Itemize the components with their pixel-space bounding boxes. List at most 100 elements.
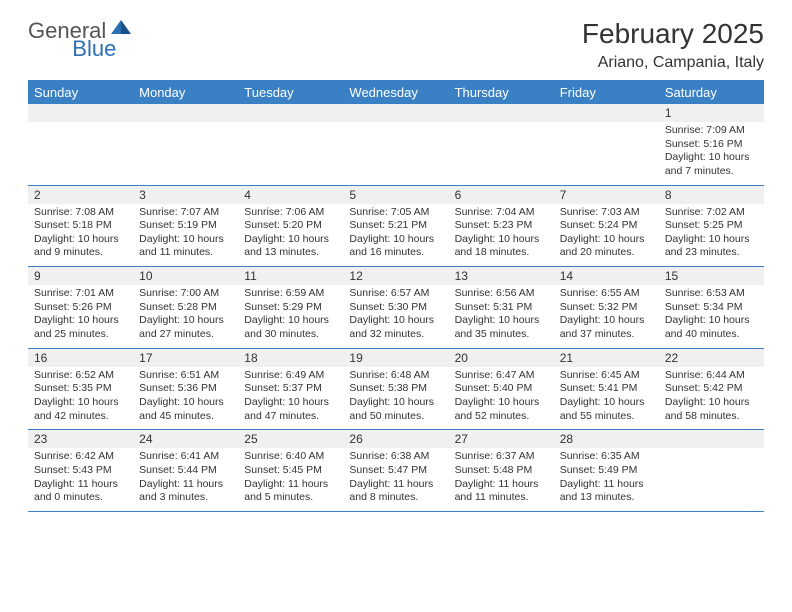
date-cell: 13 xyxy=(449,267,554,285)
date-cell: 3 xyxy=(133,186,238,204)
sunset-text: Sunset: 5:43 PM xyxy=(34,464,127,478)
sunset-text: Sunset: 5:34 PM xyxy=(665,301,758,315)
daylight-text: Daylight: 10 hours and 37 minutes. xyxy=(560,314,653,341)
sunrise-text: Sunrise: 6:41 AM xyxy=(139,450,232,464)
daylight-text: Daylight: 10 hours and 9 minutes. xyxy=(34,233,127,260)
day-cell: Sunrise: 7:09 AMSunset: 5:16 PMDaylight:… xyxy=(659,122,764,185)
date-row: 9101112131415 xyxy=(28,267,764,285)
weekday-header-row: Sunday Monday Tuesday Wednesday Thursday… xyxy=(28,80,764,104)
date-cell: 2 xyxy=(28,186,133,204)
day-cell: Sunrise: 7:06 AMSunset: 5:20 PMDaylight:… xyxy=(238,204,343,267)
sunset-text: Sunset: 5:37 PM xyxy=(244,382,337,396)
sunrise-text: Sunrise: 7:05 AM xyxy=(349,206,442,220)
sunset-text: Sunset: 5:19 PM xyxy=(139,219,232,233)
weekday-friday: Friday xyxy=(554,81,659,104)
daylight-text: Daylight: 11 hours and 5 minutes. xyxy=(244,478,337,505)
date-cell xyxy=(449,104,554,122)
sunrise-text: Sunrise: 6:38 AM xyxy=(349,450,442,464)
date-row: 1 xyxy=(28,104,764,122)
date-cell: 17 xyxy=(133,349,238,367)
sunrise-text: Sunrise: 7:07 AM xyxy=(139,206,232,220)
sunset-text: Sunset: 5:16 PM xyxy=(665,138,758,152)
daylight-text: Daylight: 10 hours and 13 minutes. xyxy=(244,233,337,260)
date-cell: 6 xyxy=(449,186,554,204)
daylight-text: Daylight: 11 hours and 13 minutes. xyxy=(560,478,653,505)
date-row: 2345678 xyxy=(28,186,764,204)
day-cell: Sunrise: 7:02 AMSunset: 5:25 PMDaylight:… xyxy=(659,204,764,267)
date-cell: 1 xyxy=(659,104,764,122)
daylight-text: Daylight: 10 hours and 18 minutes. xyxy=(455,233,548,260)
sunset-text: Sunset: 5:26 PM xyxy=(34,301,127,315)
date-cell xyxy=(343,104,448,122)
sunset-text: Sunset: 5:30 PM xyxy=(349,301,442,315)
day-cell xyxy=(659,448,764,511)
content-row: Sunrise: 6:52 AMSunset: 5:35 PMDaylight:… xyxy=(28,367,764,430)
daylight-text: Daylight: 10 hours and 11 minutes. xyxy=(139,233,232,260)
location-subtitle: Ariano, Campania, Italy xyxy=(582,54,764,72)
week-separator xyxy=(28,511,764,512)
day-cell: Sunrise: 7:00 AMSunset: 5:28 PMDaylight:… xyxy=(133,285,238,348)
day-cell: Sunrise: 7:03 AMSunset: 5:24 PMDaylight:… xyxy=(554,204,659,267)
logo-text-blue: Blue xyxy=(72,36,116,62)
logo: General Blue xyxy=(28,18,178,44)
daylight-text: Daylight: 11 hours and 0 minutes. xyxy=(34,478,127,505)
content-row: Sunrise: 7:08 AMSunset: 5:18 PMDaylight:… xyxy=(28,204,764,267)
sunset-text: Sunset: 5:49 PM xyxy=(560,464,653,478)
daylight-text: Daylight: 10 hours and 52 minutes. xyxy=(455,396,548,423)
sunrise-text: Sunrise: 6:55 AM xyxy=(560,287,653,301)
day-cell: Sunrise: 6:40 AMSunset: 5:45 PMDaylight:… xyxy=(238,448,343,511)
date-cell: 22 xyxy=(659,349,764,367)
date-cell: 7 xyxy=(554,186,659,204)
sunset-text: Sunset: 5:40 PM xyxy=(455,382,548,396)
page-title: February 2025 xyxy=(582,18,764,50)
sunset-text: Sunset: 5:48 PM xyxy=(455,464,548,478)
date-cell: 11 xyxy=(238,267,343,285)
day-cell: Sunrise: 6:37 AMSunset: 5:48 PMDaylight:… xyxy=(449,448,554,511)
sunrise-text: Sunrise: 6:56 AM xyxy=(455,287,548,301)
sunrise-text: Sunrise: 6:37 AM xyxy=(455,450,548,464)
date-cell: 28 xyxy=(554,430,659,448)
day-cell: Sunrise: 6:51 AMSunset: 5:36 PMDaylight:… xyxy=(133,367,238,430)
sunset-text: Sunset: 5:23 PM xyxy=(455,219,548,233)
date-cell xyxy=(133,104,238,122)
sunset-text: Sunset: 5:45 PM xyxy=(244,464,337,478)
daylight-text: Daylight: 10 hours and 32 minutes. xyxy=(349,314,442,341)
day-cell: Sunrise: 6:57 AMSunset: 5:30 PMDaylight:… xyxy=(343,285,448,348)
date-cell: 23 xyxy=(28,430,133,448)
daylight-text: Daylight: 11 hours and 11 minutes. xyxy=(455,478,548,505)
date-cell xyxy=(659,430,764,448)
date-cell: 5 xyxy=(343,186,448,204)
day-cell: Sunrise: 6:53 AMSunset: 5:34 PMDaylight:… xyxy=(659,285,764,348)
day-cell: Sunrise: 6:35 AMSunset: 5:49 PMDaylight:… xyxy=(554,448,659,511)
daylight-text: Daylight: 10 hours and 16 minutes. xyxy=(349,233,442,260)
date-row: 16171819202122 xyxy=(28,349,764,367)
date-cell: 26 xyxy=(343,430,448,448)
date-cell: 27 xyxy=(449,430,554,448)
date-cell: 24 xyxy=(133,430,238,448)
day-cell xyxy=(28,122,133,185)
sunrise-text: Sunrise: 7:09 AM xyxy=(665,124,758,138)
daylight-text: Daylight: 10 hours and 35 minutes. xyxy=(455,314,548,341)
day-cell: Sunrise: 6:44 AMSunset: 5:42 PMDaylight:… xyxy=(659,367,764,430)
day-cell: Sunrise: 6:47 AMSunset: 5:40 PMDaylight:… xyxy=(449,367,554,430)
header: General Blue February 2025 Ariano, Campa… xyxy=(0,0,792,80)
sunset-text: Sunset: 5:29 PM xyxy=(244,301,337,315)
day-cell xyxy=(449,122,554,185)
date-cell: 12 xyxy=(343,267,448,285)
daylight-text: Daylight: 10 hours and 23 minutes. xyxy=(665,233,758,260)
date-cell: 9 xyxy=(28,267,133,285)
content-row: Sunrise: 7:09 AMSunset: 5:16 PMDaylight:… xyxy=(28,122,764,185)
daylight-text: Daylight: 11 hours and 8 minutes. xyxy=(349,478,442,505)
sunrise-text: Sunrise: 7:03 AM xyxy=(560,206,653,220)
day-cell: Sunrise: 7:04 AMSunset: 5:23 PMDaylight:… xyxy=(449,204,554,267)
daylight-text: Daylight: 11 hours and 3 minutes. xyxy=(139,478,232,505)
day-cell: Sunrise: 6:38 AMSunset: 5:47 PMDaylight:… xyxy=(343,448,448,511)
sunrise-text: Sunrise: 7:02 AM xyxy=(665,206,758,220)
sunrise-text: Sunrise: 6:49 AM xyxy=(244,369,337,383)
date-cell: 20 xyxy=(449,349,554,367)
sunset-text: Sunset: 5:32 PM xyxy=(560,301,653,315)
sunset-text: Sunset: 5:24 PM xyxy=(560,219,653,233)
date-cell: 19 xyxy=(343,349,448,367)
date-cell: 10 xyxy=(133,267,238,285)
sunrise-text: Sunrise: 6:59 AM xyxy=(244,287,337,301)
